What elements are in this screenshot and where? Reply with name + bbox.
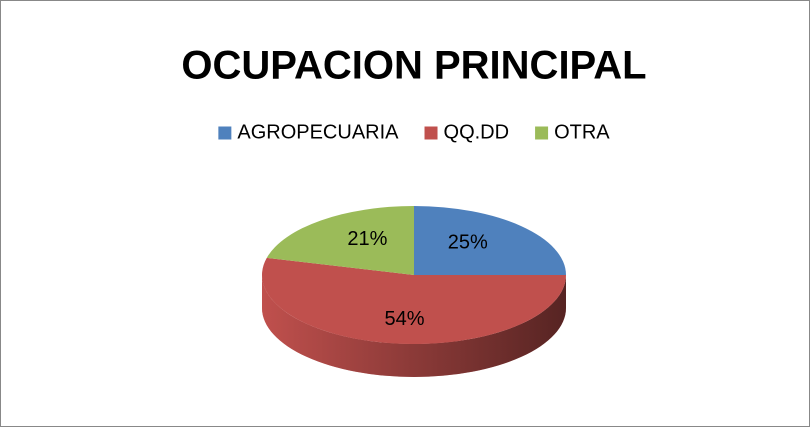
chart-title: OCUPACION PRINCIPAL [181,44,646,88]
legend-label: AGROPECUARIA [237,121,399,143]
legend-swatch [218,126,232,140]
legend-label: QQ.DD [444,121,510,143]
data-label: 21% [347,228,387,250]
slice-side-shade [262,275,566,377]
legend-swatch [424,126,438,140]
legend-swatch [535,126,549,140]
slice [414,206,566,275]
slice [262,257,566,344]
data-label: 25% [448,232,488,254]
data-label: 54% [384,308,424,330]
slice [266,206,414,275]
legend-label: OTRA [554,121,610,143]
